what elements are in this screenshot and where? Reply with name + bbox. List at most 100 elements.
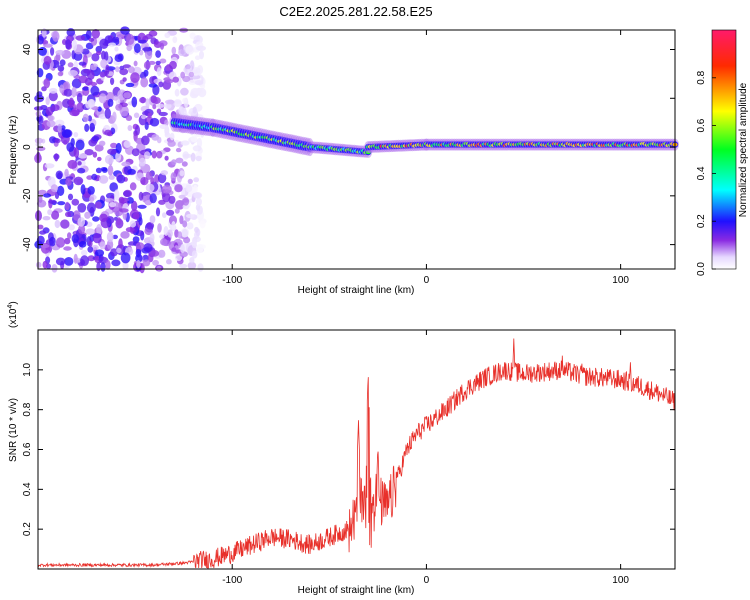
colorbar-ticks: 0.0 0.2 0.4 0.6 0.8 bbox=[696, 70, 716, 276]
spectrogram-noise-blob bbox=[78, 241, 87, 248]
spectrogram-noise-blob bbox=[141, 135, 150, 146]
spectrogram-noise-blob bbox=[196, 45, 206, 51]
spectrogram-noise-blob bbox=[104, 129, 112, 136]
spectrogram-noise-blob bbox=[91, 29, 101, 39]
spectrogram-noise-blob bbox=[136, 260, 141, 269]
spectrogram-noise-blob bbox=[166, 259, 172, 265]
spectrogram-noise-blob bbox=[68, 70, 78, 77]
spectrogram-noise-blob bbox=[192, 145, 202, 152]
spectrogram-noise-blob bbox=[116, 247, 122, 254]
spectrogram-noise-blob bbox=[144, 48, 153, 60]
spectrogram-noise-blob bbox=[157, 173, 167, 184]
spectrogram-noise-blob bbox=[129, 220, 137, 228]
spectrogram-noise-blob bbox=[106, 231, 114, 243]
spectrogram-noise-blob bbox=[138, 216, 143, 226]
spectrogram-noise-blob bbox=[98, 175, 109, 184]
spectrogram-noise-blob bbox=[158, 249, 166, 258]
spectrogram-noise-blob bbox=[149, 233, 155, 243]
spectrogram-noise-blob bbox=[92, 216, 100, 222]
spectrogram-noise-blob bbox=[195, 244, 204, 254]
spectrogram-noise-blob bbox=[143, 243, 153, 252]
spectrogram-noise-blob bbox=[182, 97, 188, 104]
spectrogram-noise-blob bbox=[137, 204, 147, 209]
spectrogram-noise-blob bbox=[115, 142, 122, 154]
spectrogram-noise-blob bbox=[139, 71, 147, 79]
spectrogram-noise-blob bbox=[80, 184, 86, 195]
spectrogram-noise-blob bbox=[182, 197, 190, 206]
spectrogram-noise-blob bbox=[68, 224, 75, 231]
spectrogram-noise-blob bbox=[115, 152, 122, 162]
colorbar-gradient bbox=[711, 29, 737, 270]
y-tick-label: 20 bbox=[22, 92, 33, 104]
spectrogram-noise-blob bbox=[45, 106, 54, 116]
spectrogram-noise-blob bbox=[125, 82, 135, 88]
spectrogram-noise-blob bbox=[187, 261, 197, 270]
spectrogram-noise-blob bbox=[165, 99, 175, 105]
colorbar-tick-label: 0.4 bbox=[696, 166, 707, 180]
spectrogram-noise-blob bbox=[199, 50, 204, 60]
spectrogram-noise-blob bbox=[194, 226, 199, 233]
y-tick-label: 1.0 bbox=[22, 362, 33, 376]
snr-panel: -100 0 100 0.2 0.4 0.6 0.8 1.0 Height of straig… bbox=[7, 301, 676, 596]
spectrogram-noise-blob bbox=[112, 111, 117, 122]
spectrogram-noise-blob bbox=[150, 250, 159, 257]
spectrogram-noise-blob bbox=[171, 159, 177, 166]
spectrogram-noise-blob bbox=[147, 112, 152, 119]
spectrogram-noise-blob bbox=[178, 106, 185, 116]
spectrogram-noise-blob bbox=[169, 132, 175, 141]
spectrogram-noise-blob bbox=[133, 60, 138, 67]
spectrogram-noise-blob bbox=[38, 195, 43, 203]
spectrogram-noise-blob bbox=[87, 255, 96, 262]
spectrogram-noise-blob bbox=[119, 68, 129, 76]
spectrogram-noise-blob bbox=[123, 190, 131, 197]
spectrogram-noise-blob bbox=[94, 201, 102, 209]
spectrogram-noise-blob bbox=[51, 210, 60, 220]
spectrogram-noise-blob bbox=[73, 176, 84, 186]
spectrogram-noise-blob bbox=[139, 97, 147, 104]
spectrogram-noise-blob bbox=[191, 75, 201, 80]
spectrogram-noise-blob bbox=[182, 220, 188, 228]
colorbar: 0.0 0.2 0.4 0.6 0.8 Normalized spectral ampl… bbox=[696, 29, 749, 276]
spectrogram-noise-blob bbox=[174, 208, 180, 214]
spectrogram-noise-blob bbox=[73, 253, 78, 264]
spectrogram-noise-blob bbox=[67, 159, 78, 169]
y-tick-label: 0.2 bbox=[22, 522, 33, 536]
spectrogram-noise-blob bbox=[156, 108, 162, 114]
spectrogram-noise-blob bbox=[51, 264, 58, 273]
spectrogram-noise-blob bbox=[44, 163, 55, 169]
spectrogram-noise-blob bbox=[141, 114, 147, 120]
spectrogram-noise-blob bbox=[57, 201, 66, 206]
spectrogram-noise-blob bbox=[107, 98, 114, 107]
spectrogram-noise-blob bbox=[170, 172, 177, 182]
spectrogram-noise-blob bbox=[143, 61, 151, 70]
spectrogram-noise-blob bbox=[145, 98, 150, 109]
x-tick-label: 0 bbox=[424, 575, 430, 586]
spectrogram-noise-blob bbox=[100, 262, 106, 272]
spectrogram-noise-blob bbox=[114, 54, 123, 62]
spectrogram-noise-blob bbox=[138, 191, 144, 201]
spectrogram-noise-blob bbox=[84, 123, 90, 132]
spectrogram-noise-blob bbox=[68, 97, 75, 109]
spectrogram-noise-blob bbox=[144, 200, 151, 206]
spectrogram-noise-blob bbox=[105, 259, 111, 270]
spectrogram-noise-blob bbox=[72, 210, 81, 221]
spectrogram-noise-blob bbox=[92, 151, 98, 158]
spectrogram-noise-blob bbox=[59, 84, 65, 94]
spectrogram-noise-blob bbox=[36, 235, 45, 246]
spectrogram-noise-blob bbox=[63, 88, 73, 97]
spectrogram-noise-blob bbox=[129, 182, 137, 191]
spectrogram-noise-blob bbox=[64, 257, 74, 266]
spectrogram-noise-blob bbox=[104, 154, 114, 165]
spectrogram-noise-blob bbox=[89, 122, 95, 132]
spectrogram-noise-blob bbox=[81, 48, 90, 55]
spectrogram-noise-blob bbox=[171, 46, 177, 55]
spectrogram-noise-blob bbox=[112, 95, 119, 101]
spectrogram-noise-blob bbox=[92, 233, 102, 244]
spectrogram-noise-blob bbox=[193, 184, 198, 194]
spectrogram-noise-blob bbox=[133, 112, 140, 119]
spectrogram-noise-blob bbox=[180, 71, 186, 79]
spectrogram-noise-blob bbox=[178, 194, 186, 199]
spectrogram-noise-blob bbox=[121, 161, 131, 167]
spectrogram-noise-blob bbox=[65, 39, 72, 50]
spectrogram-noise-blob bbox=[118, 238, 123, 250]
